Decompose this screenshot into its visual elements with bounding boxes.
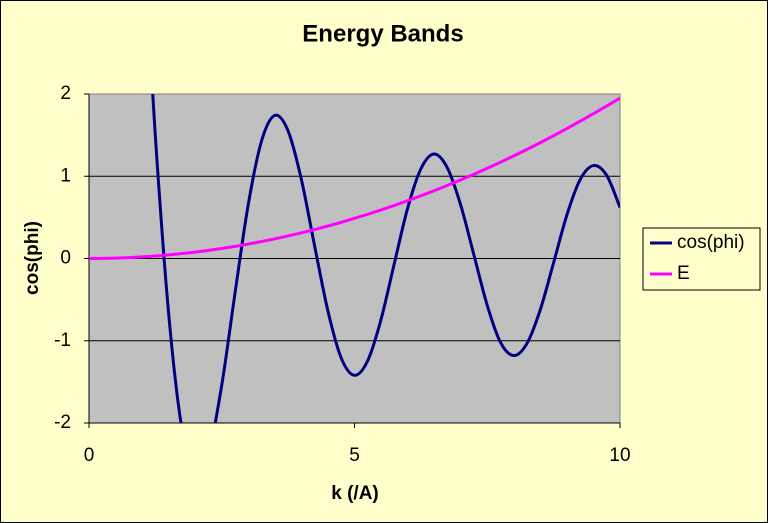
x-tick-label: 5 — [349, 445, 360, 466]
chart-title: Energy Bands — [302, 20, 463, 47]
y-tick-label: 2 — [60, 83, 71, 104]
y-tick-label: -2 — [54, 412, 71, 433]
y-tick-label: -1 — [54, 330, 71, 351]
series-line — [89, 96, 620, 260]
legend-label: E — [677, 263, 690, 284]
x-tick-label: 0 — [84, 445, 95, 466]
x-axis-label: k (/A) — [331, 483, 379, 504]
series-line — [151, 94, 620, 423]
legend — [642, 227, 761, 291]
y-axis-label: cos(phi) — [22, 221, 43, 295]
legend-label: cos(phi) — [677, 232, 745, 253]
x-tick-label: 10 — [609, 445, 630, 466]
y-tick-label: 0 — [60, 248, 71, 269]
y-tick-label: 1 — [60, 165, 71, 186]
